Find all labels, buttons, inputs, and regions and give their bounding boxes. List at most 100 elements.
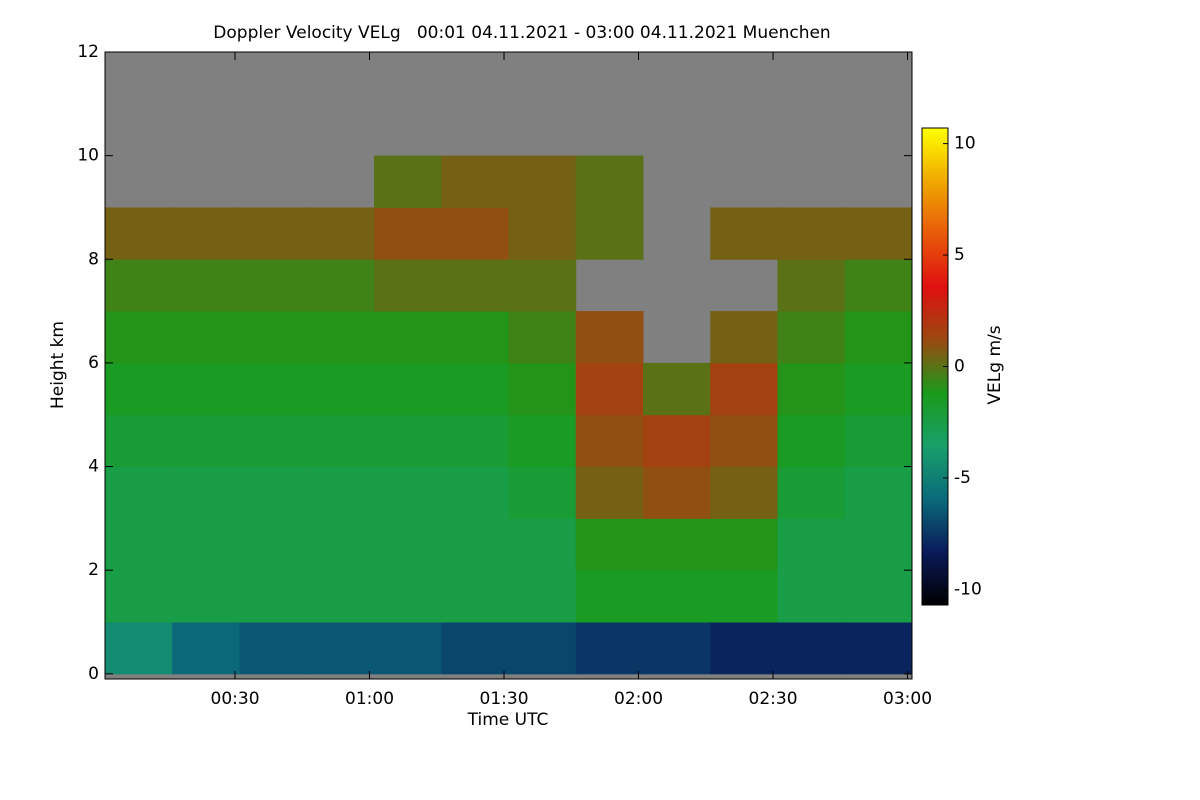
heatmap-cell <box>777 518 846 571</box>
heatmap-cell <box>710 362 778 416</box>
heatmap-cell <box>777 259 846 312</box>
heatmap-cell <box>844 518 913 571</box>
heatmap-cell <box>105 207 173 260</box>
heatmap-cell <box>172 518 240 571</box>
heatmap-cell <box>575 466 644 519</box>
heatmap-cell <box>172 311 240 364</box>
heatmap-cell <box>374 207 442 260</box>
heatmap-cell <box>306 622 375 675</box>
heatmap-cell <box>777 414 846 468</box>
chart-title: Doppler Velocity VELg 00:01 04.11.2021 -… <box>213 23 830 43</box>
heatmap-cell <box>844 259 913 312</box>
heatmap-cell <box>441 466 509 519</box>
colorbar-label: VELg m/s <box>985 325 1005 404</box>
heatmap-cell <box>306 362 375 416</box>
x-tick-label: 01:30 <box>480 689 529 709</box>
heatmap-cell <box>374 414 442 468</box>
heatmap-cell <box>239 622 308 675</box>
heatmap-cell <box>441 311 509 364</box>
heatmap-cell <box>844 570 913 623</box>
heatmap-cell <box>374 311 442 364</box>
heatmap-cell <box>441 259 509 312</box>
heatmap-cell <box>844 466 913 519</box>
heatmap-cell <box>105 622 173 675</box>
x-tick-label: 03:00 <box>883 689 932 709</box>
heatmap-cell <box>239 518 308 571</box>
y-tick-label: 6 <box>88 353 99 373</box>
heatmap-cell <box>777 362 846 416</box>
heatmap-cell <box>105 311 173 364</box>
y-axis-label: Height km <box>48 321 68 409</box>
heatmap-cell <box>575 570 644 623</box>
heatmap-cell <box>306 518 375 571</box>
heatmap-cell <box>172 362 240 416</box>
heatmap-cell <box>643 518 711 571</box>
colorbar-tick-label: 5 <box>954 245 965 265</box>
heatmap-cell <box>306 259 375 312</box>
heatmap-cell <box>374 259 442 312</box>
heatmap-cell <box>643 622 711 675</box>
heatmap-cell <box>306 207 375 260</box>
heatmap-cell <box>172 414 240 468</box>
heatmap-cell <box>575 362 644 416</box>
heatmap-cell <box>441 518 509 571</box>
y-tick-label: 0 <box>88 664 99 684</box>
heatmap-cell <box>105 570 173 623</box>
heatmap-cell <box>172 259 240 312</box>
heatmap-cell <box>374 570 442 623</box>
heatmap-cell <box>105 362 173 416</box>
heatmap-cell <box>172 207 240 260</box>
heatmap-cell <box>441 622 509 675</box>
heatmap-cell <box>374 362 442 416</box>
y-tick-label: 12 <box>77 42 99 62</box>
heatmap-cell <box>575 414 644 468</box>
heatmap-cell <box>777 622 846 675</box>
heatmap-cell <box>105 259 173 312</box>
heatmap-cell <box>508 207 577 260</box>
heatmap-cell <box>575 207 644 260</box>
heatmap-cell <box>239 570 308 623</box>
heatmap-cell <box>441 155 509 208</box>
heatmap-cell <box>306 414 375 468</box>
heatmap-cell <box>710 207 778 260</box>
heatmap-cell <box>508 622 577 675</box>
y-tick-label: 4 <box>88 457 99 477</box>
heatmap-cell <box>239 311 308 364</box>
colorbar-tick-label: 0 <box>954 357 965 377</box>
heatmap-cell <box>710 570 778 623</box>
heatmap-cell <box>643 570 711 623</box>
heatmap-cell <box>575 155 644 208</box>
heatmap-cell <box>844 622 913 675</box>
heatmap-cell <box>306 466 375 519</box>
heatmap-cell <box>575 518 644 571</box>
heatmap-cell <box>508 466 577 519</box>
heatmap-cell <box>172 466 240 519</box>
heatmap-cell <box>777 570 846 623</box>
heatmap-cell <box>239 207 308 260</box>
heatmap-cell <box>374 518 442 571</box>
heatmap-cell <box>643 414 711 468</box>
plot-frame <box>104 51 913 680</box>
heatmap-cell <box>508 414 577 468</box>
x-tick-label: 00:30 <box>211 689 260 709</box>
heatmap-cell <box>575 311 644 364</box>
colorbar-tick-label: -5 <box>954 468 971 488</box>
heatmap-cell <box>441 207 509 260</box>
heatmap-cell <box>844 207 913 260</box>
heatmap-cell <box>508 311 577 364</box>
heatmap-cell <box>777 311 846 364</box>
colorbar-tick-label: 10 <box>954 134 976 154</box>
heatmap-cell <box>643 362 711 416</box>
heatmap-cell <box>508 362 577 416</box>
heatmap-cell <box>105 414 173 468</box>
heatmap-cell <box>777 466 846 519</box>
heatmap-cell <box>239 362 308 416</box>
heatmap-cell <box>172 570 240 623</box>
heatmap-cell <box>508 518 577 571</box>
x-tick-label: 02:00 <box>614 689 663 709</box>
heatmap-cell <box>105 466 173 519</box>
heatmap-cell <box>172 622 240 675</box>
heatmap-cell <box>844 414 913 468</box>
heatmap-cell <box>441 362 509 416</box>
heatmap-cell <box>374 622 442 675</box>
